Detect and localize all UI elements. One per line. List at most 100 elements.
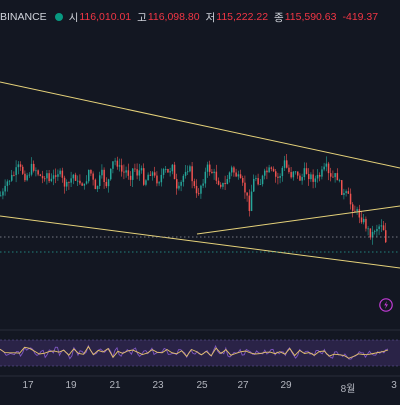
candle <box>28 174 31 176</box>
candle <box>352 204 354 211</box>
candle <box>125 170 127 173</box>
candle <box>138 170 141 176</box>
candle <box>290 172 292 178</box>
close-value: 115,590.63 <box>284 11 337 23</box>
candle <box>83 183 86 186</box>
candle <box>68 181 70 183</box>
time-tick-label: 25 <box>196 380 208 391</box>
candle <box>217 180 220 185</box>
candle <box>380 225 383 227</box>
candle <box>250 191 253 211</box>
trendline-support <box>196 205 400 235</box>
candle <box>74 174 77 181</box>
candle <box>22 166 24 174</box>
candle <box>213 171 215 174</box>
candle <box>50 178 53 182</box>
candle <box>145 180 147 185</box>
candle <box>281 167 284 177</box>
candle <box>308 173 310 180</box>
candle <box>371 231 374 238</box>
candle <box>151 172 154 176</box>
candle <box>286 160 288 168</box>
candle <box>39 174 42 176</box>
candle <box>85 181 88 184</box>
candle <box>275 171 277 177</box>
trendline-lower <box>0 215 400 269</box>
candle <box>235 172 237 177</box>
candle <box>57 174 59 177</box>
candle <box>0 195 2 197</box>
candle <box>30 163 33 175</box>
candle <box>363 218 365 223</box>
candle <box>292 171 295 178</box>
candle <box>61 170 64 178</box>
candle <box>277 176 279 178</box>
candle <box>224 182 226 185</box>
candle <box>206 164 209 172</box>
candle <box>189 166 191 172</box>
candle <box>347 191 350 194</box>
candle <box>215 171 218 181</box>
candle <box>294 171 297 173</box>
candle <box>316 174 319 179</box>
candle <box>237 174 240 177</box>
candle <box>332 176 334 178</box>
candle <box>354 210 356 212</box>
candle <box>369 228 372 238</box>
time-tick-label: 23 <box>152 380 164 391</box>
candle <box>158 182 160 184</box>
candle <box>26 175 28 181</box>
ohlc-header: BINANCE 시 116,010.01 고 116,098.80 저 115,… <box>0 9 378 25</box>
candle <box>200 185 202 194</box>
candle <box>11 174 13 181</box>
candle <box>336 173 339 181</box>
candle <box>345 191 347 194</box>
candle <box>165 169 167 170</box>
candle <box>127 170 130 176</box>
candle <box>13 174 15 176</box>
candle <box>330 173 332 177</box>
candle <box>114 160 116 162</box>
candle <box>33 163 35 171</box>
candle <box>173 164 176 180</box>
candle <box>198 193 200 195</box>
candle <box>79 180 81 184</box>
candle <box>367 228 369 230</box>
candle <box>176 179 178 189</box>
candle <box>118 165 121 167</box>
market-status-icon <box>54 13 63 21</box>
candle <box>233 167 235 173</box>
candle <box>376 228 378 232</box>
candle <box>107 179 110 187</box>
candle <box>323 166 325 170</box>
candle <box>169 171 171 173</box>
candle <box>305 168 308 174</box>
candle <box>310 174 312 180</box>
candle <box>55 175 57 177</box>
candle <box>257 178 259 185</box>
tradingview-logo-icon[interactable] <box>379 298 393 312</box>
candle <box>297 171 299 176</box>
candle <box>182 175 185 182</box>
candle <box>143 168 145 185</box>
candle <box>2 191 4 196</box>
candle <box>334 173 336 178</box>
high-value: 116,098.80 <box>147 11 200 23</box>
candle <box>105 182 108 187</box>
candle <box>312 174 314 182</box>
candle <box>314 178 317 182</box>
candle <box>242 178 244 183</box>
candle <box>246 192 248 196</box>
time-tick-label: 8월 <box>340 384 356 395</box>
candle <box>180 181 182 186</box>
candle <box>134 168 136 170</box>
candle <box>360 217 363 223</box>
candle <box>52 175 55 179</box>
candle <box>299 175 301 181</box>
candle <box>228 172 231 180</box>
candle <box>288 167 290 173</box>
candle <box>178 185 180 189</box>
time-tick-label: 27 <box>237 380 249 391</box>
